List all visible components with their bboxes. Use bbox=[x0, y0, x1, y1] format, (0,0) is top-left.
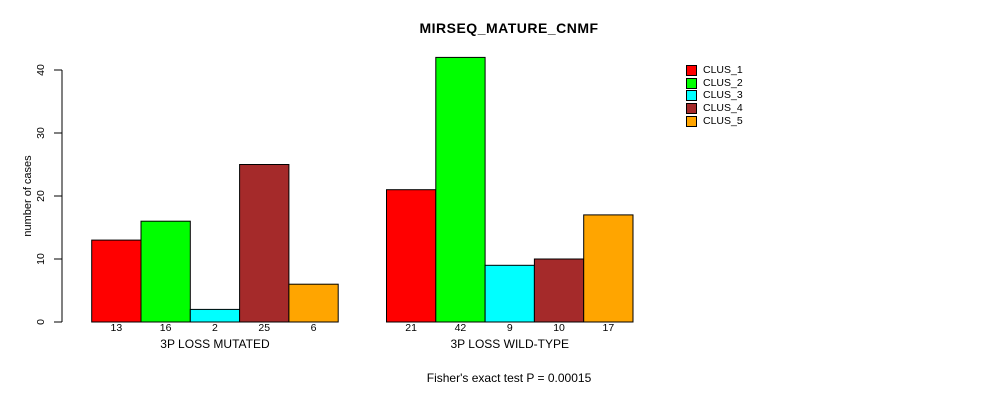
y-axis-tick-label: 0 bbox=[35, 319, 47, 325]
fisher-test-annotation: Fisher's exact test P = 0.00015 bbox=[426, 371, 592, 385]
legend-swatch-clus_2 bbox=[686, 77, 697, 89]
legend-label: CLUS_1 bbox=[703, 64, 743, 76]
bar-value-label: 6 bbox=[311, 322, 317, 334]
bar-clus_1-group2 bbox=[386, 189, 437, 323]
legend-item-clus_3: CLUS_3 bbox=[686, 89, 743, 102]
bar-value-label: 9 bbox=[507, 322, 513, 334]
bar-clus_5-group1 bbox=[288, 283, 339, 323]
chart-title: MIRSEQ_MATURE_CNMF bbox=[419, 20, 599, 36]
bar-value-label: 16 bbox=[160, 322, 172, 334]
bar-clus_2-group1 bbox=[140, 220, 191, 323]
y-axis-tick-label: 40 bbox=[35, 64, 47, 76]
group-label-2: 3P LOSS WILD-TYPE bbox=[451, 337, 569, 351]
bar-clus_3-group1 bbox=[189, 308, 241, 323]
bar-clus_4-group2 bbox=[533, 258, 585, 323]
bar-value-label: 13 bbox=[111, 322, 123, 334]
legend-item-clus_5: CLUS_5 bbox=[686, 114, 743, 127]
legend-label: CLUS_5 bbox=[703, 114, 743, 127]
y-axis-tick-label: 30 bbox=[35, 127, 47, 139]
legend-item-clus_4: CLUS_4 bbox=[686, 102, 743, 115]
bar-clus_5-group2 bbox=[583, 214, 634, 323]
y-axis-title: number of cases bbox=[22, 155, 34, 237]
legend-item-clus_1: CLUS_1 bbox=[686, 65, 743, 76]
bar-value-label: 17 bbox=[603, 322, 615, 334]
bar-clus_2-group2 bbox=[435, 56, 486, 323]
bar-value-label: 10 bbox=[553, 322, 565, 334]
bar-value-label: 21 bbox=[405, 322, 417, 334]
y-axis-tick-label: 10 bbox=[35, 253, 47, 265]
legend-label: CLUS_3 bbox=[703, 89, 743, 102]
legend-swatch-clus_1 bbox=[686, 65, 697, 76]
legend-swatch-clus_4 bbox=[686, 103, 697, 115]
group-label-1: 3P LOSS MUTATED bbox=[160, 337, 270, 351]
bar-value-label: 42 bbox=[455, 322, 467, 334]
legend-item-clus_2: CLUS_2 bbox=[686, 76, 743, 89]
legend: CLUS_1 CLUS_2 CLUS_3 CLUS_4 CLUS_5 bbox=[686, 65, 743, 128]
legend-label: CLUS_2 bbox=[703, 76, 743, 89]
legend-swatch-clus_3 bbox=[686, 90, 697, 102]
bar-clus_3-group2 bbox=[484, 264, 535, 323]
legend-label: CLUS_4 bbox=[703, 102, 743, 115]
legend-swatch-clus_5 bbox=[686, 115, 697, 127]
y-axis-tick-label: 20 bbox=[35, 190, 47, 202]
bar-value-label: 25 bbox=[258, 322, 270, 334]
bar-clus_1-group1 bbox=[91, 239, 142, 323]
bar-value-label: 2 bbox=[212, 322, 218, 334]
bar-clus_4-group1 bbox=[239, 164, 290, 323]
